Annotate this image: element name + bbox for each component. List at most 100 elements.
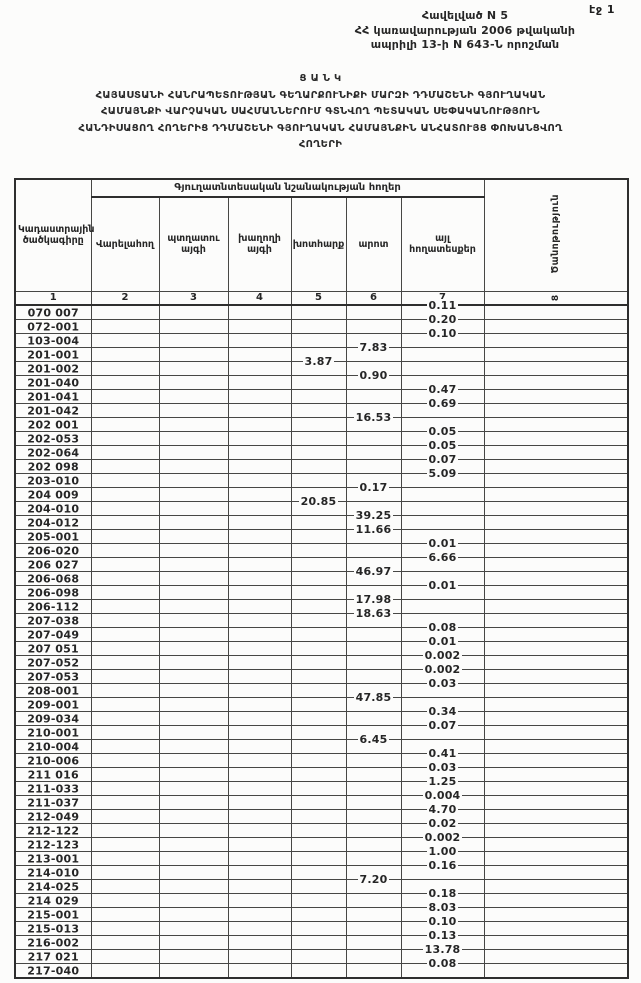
value-cell: 0.90 <box>345 368 402 390</box>
cadastral-code-cell: 212-049 <box>14 808 92 824</box>
cadastral-code-cell: 215-013 <box>14 920 92 936</box>
value-cell <box>158 486 229 502</box>
value-cell <box>158 948 229 964</box>
value-cell <box>483 668 629 684</box>
value-cell <box>483 654 629 670</box>
value-cell <box>227 612 292 628</box>
value-cell <box>90 346 160 362</box>
title-line: Ց Ա Ն Կ <box>299 73 342 84</box>
cadastral-code-cell: 207-038 <box>14 612 92 628</box>
value-cell <box>158 318 229 334</box>
value-cell <box>90 444 160 460</box>
value-cell: 0.34 <box>400 704 485 726</box>
value-cell <box>158 346 229 362</box>
value-cell <box>290 556 347 572</box>
value-cell <box>90 556 160 572</box>
value-cell <box>90 920 160 936</box>
value-cell <box>227 304 292 320</box>
value-cell <box>227 710 292 726</box>
value-cell <box>227 570 292 586</box>
value-cell <box>227 850 292 866</box>
value-cell <box>227 318 292 334</box>
table-row: 209-001 47.85 <box>14 690 629 712</box>
value-cell <box>290 906 347 922</box>
table-row: 201-041 0.47 <box>14 382 629 404</box>
table-row: 207-038 18.63 <box>14 606 629 628</box>
cadastral-code-cell: 209-001 <box>14 696 92 712</box>
value-cell: 0.13 <box>400 928 485 950</box>
cadastral-code-cell: 212-122 <box>14 822 92 838</box>
value-cell <box>345 850 402 866</box>
table-row: 206-020 0.01 <box>14 536 629 558</box>
cadastral-code-cell: 202 098 <box>14 458 92 474</box>
value-cell <box>158 388 229 404</box>
table-row: 206 027 6.66 <box>14 550 629 572</box>
value-cell <box>90 570 160 586</box>
value-cell <box>483 836 629 852</box>
value-cell <box>290 626 347 642</box>
cadastral-code-cell: 206-112 <box>14 598 92 614</box>
value-cell: 0.01 <box>400 578 485 600</box>
cadastral-code-cell: 203-010 <box>14 472 92 488</box>
value-cell <box>290 766 347 782</box>
value-cell: 5.09 <box>400 466 485 488</box>
value-cell <box>227 920 292 936</box>
value-cell <box>227 934 292 950</box>
col-number: 5 <box>290 290 347 306</box>
value-cell <box>483 752 629 768</box>
value-cell <box>227 654 292 670</box>
value-cell <box>483 794 629 810</box>
value-cell <box>483 374 629 390</box>
value-cell <box>345 458 402 474</box>
value-cell <box>483 486 629 502</box>
cadastral-code-cell: 207-049 <box>14 626 92 642</box>
table-row: 201-040 0.90 <box>14 368 629 390</box>
value-cell <box>400 514 485 530</box>
value-cell <box>158 654 229 670</box>
table-row: 203-010 5.09 <box>14 466 629 488</box>
value-cell <box>158 864 229 880</box>
value-cell <box>90 458 160 474</box>
col-number: 1 <box>14 290 92 306</box>
value-cell <box>158 920 229 936</box>
value-cell <box>290 822 347 838</box>
table-row: 212-122 0.02 <box>14 816 629 838</box>
value-cell <box>483 584 629 600</box>
value-cell: 46.97 <box>345 564 402 586</box>
value-cell <box>345 766 402 782</box>
table-row: 202 001 16.53 <box>14 410 629 432</box>
value-cell <box>345 710 402 726</box>
table-row: 205-001 11.66 <box>14 522 629 544</box>
table-body: 070 007 0.11 072-001 0.20 103-004 0.10 201-001… <box>14 298 629 978</box>
table-row: 211 016 0.03 <box>14 760 629 782</box>
col-number: 8 <box>483 290 629 306</box>
header-note: Ծանոթություն <box>483 178 629 292</box>
value-cell <box>158 612 229 628</box>
value-cell <box>483 598 629 614</box>
cadastral-code-cell: 201-001 <box>14 346 92 362</box>
value-cell <box>290 584 347 600</box>
value-cell <box>290 640 347 656</box>
cadastral-code-cell: 207 051 <box>14 640 92 656</box>
value-cell <box>158 416 229 432</box>
value-cell <box>90 948 160 964</box>
value-cell <box>227 514 292 530</box>
value-cell <box>227 752 292 768</box>
value-cell: 0.01 <box>400 536 485 558</box>
table-row: 070 007 0.11 <box>14 298 629 320</box>
value-cell <box>227 444 292 460</box>
value-cell <box>483 626 629 642</box>
table-row: 201-042 0.69 <box>14 396 629 418</box>
value-cell <box>227 626 292 642</box>
value-cell: 7.20 <box>345 872 402 894</box>
value-cell <box>90 808 160 824</box>
value-cell: 0.16 <box>400 858 485 880</box>
value-cell <box>158 570 229 586</box>
value-cell <box>227 682 292 698</box>
note-rotated-label: Ծանոթություն <box>550 193 562 274</box>
value-cell <box>227 766 292 782</box>
table-row: 204-010 20.85 <box>14 494 629 516</box>
value-cell <box>227 528 292 544</box>
value-cell <box>90 878 160 894</box>
